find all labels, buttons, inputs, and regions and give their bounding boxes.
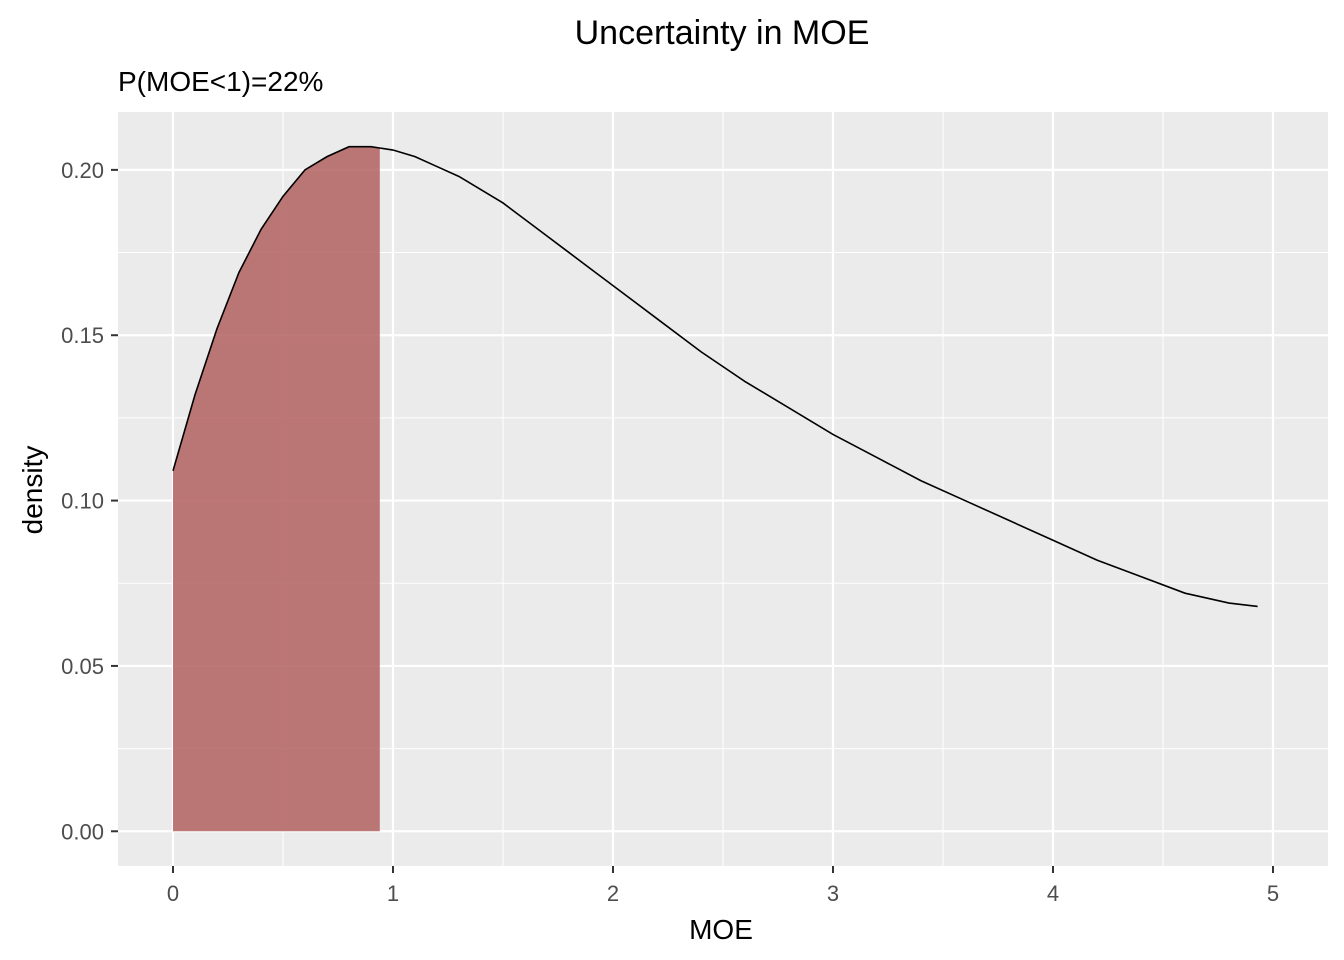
- density-curve: [172, 145, 1258, 608]
- x-tick-label: 4: [1047, 881, 1059, 906]
- y-axis-ticks: 0.00 0.05 0.10 0.15 0.20: [61, 158, 118, 844]
- x-axis-title: MOE: [689, 914, 753, 945]
- y-tick-label: 0.15: [61, 323, 104, 348]
- y-tick-label: 0.00: [61, 819, 104, 844]
- y-tick-label: 0.20: [61, 158, 104, 183]
- x-tick-label: 3: [827, 881, 839, 906]
- y-tick-label: 0.10: [61, 489, 104, 514]
- y-tick-label: 0.05: [61, 654, 104, 679]
- x-tick-label: 0: [167, 881, 179, 906]
- y-axis-title: density: [17, 446, 48, 535]
- chart-title: Uncertainty in MOE: [575, 14, 870, 52]
- x-tick-label: 1: [387, 881, 399, 906]
- x-tick-label: 5: [1267, 881, 1279, 906]
- x-tick-label: 2: [607, 881, 619, 906]
- x-axis-ticks: 0 1 2 3 4 5: [167, 866, 1279, 906]
- chart-subtitle: P(MOE<1)=22%: [118, 66, 323, 97]
- shaded-area: [173, 146, 380, 832]
